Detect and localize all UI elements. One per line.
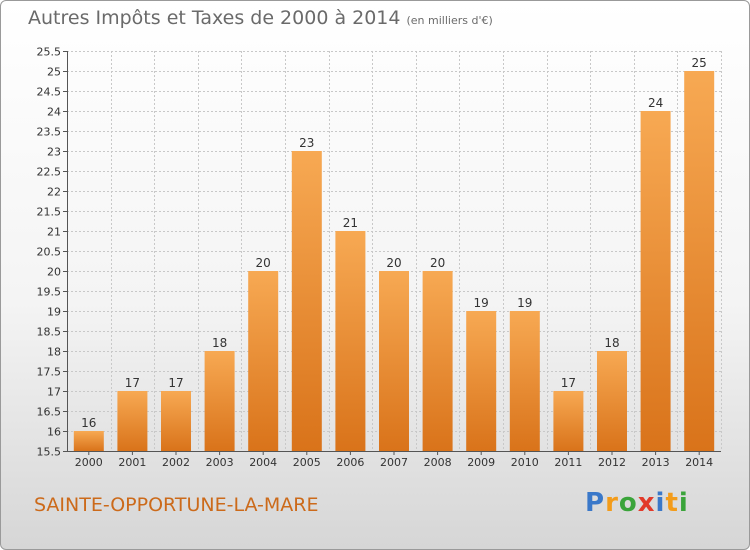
bar [597,351,627,451]
bar-value-label: 18 [604,336,619,350]
x-tick-label: 2014 [685,456,713,469]
bar-value-label: 21 [343,216,358,230]
bar-value-label: 19 [517,296,532,310]
chart-title-text: Autres Impôts et Taxes de 2000 à 2014 [28,7,401,29]
x-tick-label: 2008 [424,456,452,469]
bar-value-label: 20 [386,256,401,270]
bar [640,111,671,451]
chart-title: Autres Impôts et Taxes de 2000 à 2014 (en… [28,7,493,29]
bar [379,271,409,451]
x-tick-label: 2001 [118,456,146,469]
x-tick-label: 2004 [249,456,277,469]
proxiti-logo: Proxiti [585,488,689,518]
x-tick-label: 2012 [598,456,626,469]
y-tick-label: 20 [47,266,61,279]
bar-value-label: 17 [561,376,576,390]
bar-value-label: 25 [692,56,707,70]
bar [73,431,104,451]
x-tick-label: 2010 [511,456,539,469]
logo-letter: i [655,488,666,518]
bar-value-label: 18 [212,336,227,350]
bars: 16 17 17 18 20 23 21 20 20 19 19 17 18 24 25 [73,56,715,451]
bar-value-label: 24 [648,96,663,110]
x-tick-label: 2000 [75,456,103,469]
x-tick-label: 2011 [554,456,582,469]
x-tick-label: 2006 [336,456,364,469]
y-tick-label: 15.5 [37,446,62,459]
y-tick-label: 19.5 [37,286,62,299]
y-tick-label: 23.5 [37,126,62,139]
y-tick-label: 18 [47,346,61,359]
x-tick-label: 2007 [380,456,408,469]
x-tick-label: 2005 [293,456,321,469]
bar-value-label: 20 [430,256,445,270]
x-tick-label: 2002 [162,456,190,469]
chart-unit: (en milliers d'€) [406,14,493,27]
bar [291,151,322,451]
y-tick-label: 17.5 [37,366,62,379]
logo-letter: t [665,488,679,518]
y-tick-label: 16 [47,426,61,439]
y-tick-label: 25 [47,66,61,79]
y-tick-label: 22 [47,186,61,199]
logo-letter: x [637,488,656,518]
y-tick-label: 24 [47,106,61,119]
bar-value-label: 23 [299,136,314,150]
axes: 15.5 16 16.5 17 17.5 18 18.5 19 19.5 20 20.5 21 21.5… [37,46,721,469]
x-tick-label: 2009 [467,456,495,469]
bar-value-label: 17 [125,376,140,390]
logo-letter: i [678,488,689,518]
y-tick-label: 24.5 [37,86,62,99]
bar [684,71,715,451]
bar [335,231,366,451]
x-tick-label: 2003 [206,456,234,469]
bar [204,351,235,451]
y-tick-label: 16.5 [37,406,62,419]
y-tick-label: 18.5 [37,326,62,339]
bar-value-label: 19 [474,296,489,310]
x-tick-label: 2013 [642,456,670,469]
bar [466,311,497,451]
bar [509,311,540,451]
y-tick-label: 22.5 [37,166,62,179]
bar [422,271,453,451]
bar [553,391,584,451]
commune-name: SAINTE-OPPORTUNE-LA-MARE [34,494,319,516]
y-tick-label: 25.5 [37,46,62,59]
y-tick-label: 17 [47,386,61,399]
y-tick-label: 21.5 [37,206,62,219]
y-tick-label: 19 [47,306,61,319]
y-tick-label: 20.5 [37,246,62,259]
bar-value-label: 20 [256,256,271,270]
y-tick-label: 23 [47,146,61,159]
bar [248,271,279,451]
bar [161,391,191,451]
logo-letter: o [618,488,638,518]
bar [117,391,148,451]
y-tick-label: 21 [47,226,61,239]
bar-value-label: 17 [168,376,183,390]
logo-letter: P [585,488,606,518]
logo-letter: r [605,488,619,518]
bar-value-label: 16 [81,416,96,430]
